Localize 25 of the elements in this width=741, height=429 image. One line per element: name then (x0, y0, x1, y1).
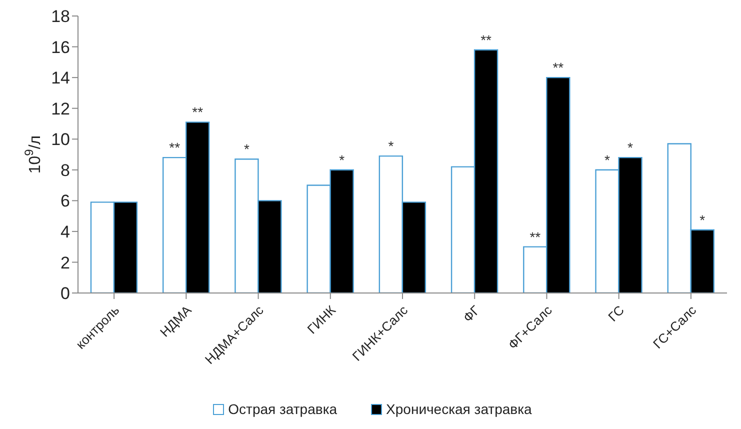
legend-label: Острая затравка (228, 401, 338, 417)
data-label: * (339, 152, 346, 168)
y-tick-label: 10 (51, 130, 70, 150)
data-label: * (700, 212, 706, 228)
x-tick-label: ГС (605, 302, 627, 324)
y-tick-label: 4 (60, 222, 70, 242)
y-tick-label: 8 (60, 160, 70, 180)
y-tick-label: 18 (51, 7, 70, 26)
data-label: ** (192, 104, 204, 120)
data-label: * (388, 138, 394, 154)
y-tick-label: 14 (51, 68, 70, 88)
legend-label: Хроническая затравка (386, 401, 532, 417)
data-label: * (628, 140, 634, 156)
data-label: * (604, 152, 611, 168)
data-label: ** (169, 140, 181, 156)
x-tick-label: ФГ (460, 302, 483, 326)
y-tick-label: 6 (60, 192, 70, 211)
data-label: ** (530, 228, 542, 245)
data-label: ** (552, 60, 564, 76)
y-tick-label: 16 (51, 38, 70, 57)
data-label: * (244, 141, 250, 158)
y-tick-label: 12 (51, 99, 70, 118)
data-label: ** (480, 32, 492, 48)
y-tick-label: 0 (60, 284, 70, 304)
y-tick-label: 2 (60, 253, 70, 272)
